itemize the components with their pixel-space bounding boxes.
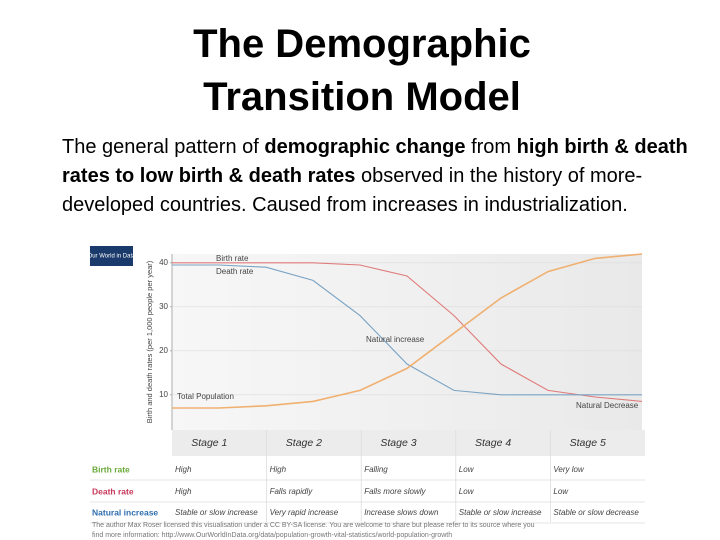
table-cell: Increase slows down — [364, 508, 439, 517]
table-cell: Low — [459, 487, 475, 496]
bold-text: demographic change — [264, 136, 466, 158]
slide-title: The Demographic Transition Model — [0, 18, 720, 124]
logo-box — [90, 246, 133, 266]
table-cell: Falling — [364, 465, 388, 474]
y-tick-label: 30 — [159, 302, 168, 311]
series-line — [172, 264, 642, 396]
plot-background — [172, 254, 642, 430]
table-cell: Falls rapidly — [270, 487, 314, 496]
stage-label: Stage 2 — [286, 437, 322, 449]
body-span: The general pattern of — [62, 136, 265, 158]
row-label: Birth rate — [92, 464, 130, 474]
table-cell: High — [175, 487, 192, 496]
credit-line: The author Max Roser licensed this visua… — [92, 522, 535, 529]
credit: The author Max Roser licensed this visua… — [92, 522, 535, 539]
table-cell: Stable or slow increase — [175, 508, 258, 517]
y-tick-label: 10 — [159, 390, 168, 399]
y-tick-label: 40 — [159, 258, 168, 267]
series-line — [172, 253, 643, 409]
stage-header-row — [172, 430, 645, 456]
stage-label: Stage 3 — [380, 437, 416, 449]
table-cell: Very low — [553, 465, 585, 474]
annotation: Natural increase — [366, 335, 425, 344]
body-text: The general pattern of demographic chang… — [62, 133, 692, 220]
credit-line: find more information: http://www.OurWor… — [92, 532, 452, 539]
title-line: The Demographic — [193, 22, 531, 66]
stage-label: Stage 1 — [191, 437, 227, 449]
series-line — [172, 262, 643, 402]
body-span: from — [465, 136, 517, 158]
row-label: Natural increase — [92, 507, 158, 517]
logo-text: Our World in Data — [88, 254, 137, 260]
table-cell: High — [175, 465, 192, 474]
row-label: Death rate — [92, 486, 134, 496]
table-cell: Stable or slow increase — [459, 508, 542, 517]
table-cell: High — [270, 465, 287, 474]
body-span: observed in the history of more-develope… — [62, 165, 643, 216]
series-label: Total Population — [177, 392, 234, 401]
y-axis-label: Birth and death rates (per 1,000 people … — [145, 260, 154, 423]
stage-label: Stage 4 — [475, 437, 511, 449]
stage-label: Stage 5 — [570, 437, 606, 449]
table-cell: Low — [553, 487, 569, 496]
annotation: Natural Decrease — [576, 401, 639, 410]
table-cell: Very rapid increase — [270, 508, 339, 517]
title-line: Transition Model — [203, 75, 521, 119]
series-label: Birth rate — [216, 254, 249, 263]
table-cell: Low — [459, 465, 475, 474]
table-cell: Stable or slow decrease — [553, 508, 639, 517]
bold-text: high birth & death rates to low birth & … — [62, 136, 688, 187]
table-cell: Falls more slowly — [364, 487, 426, 496]
y-tick-label: 20 — [159, 346, 168, 355]
series-label: Death rate — [216, 267, 254, 276]
